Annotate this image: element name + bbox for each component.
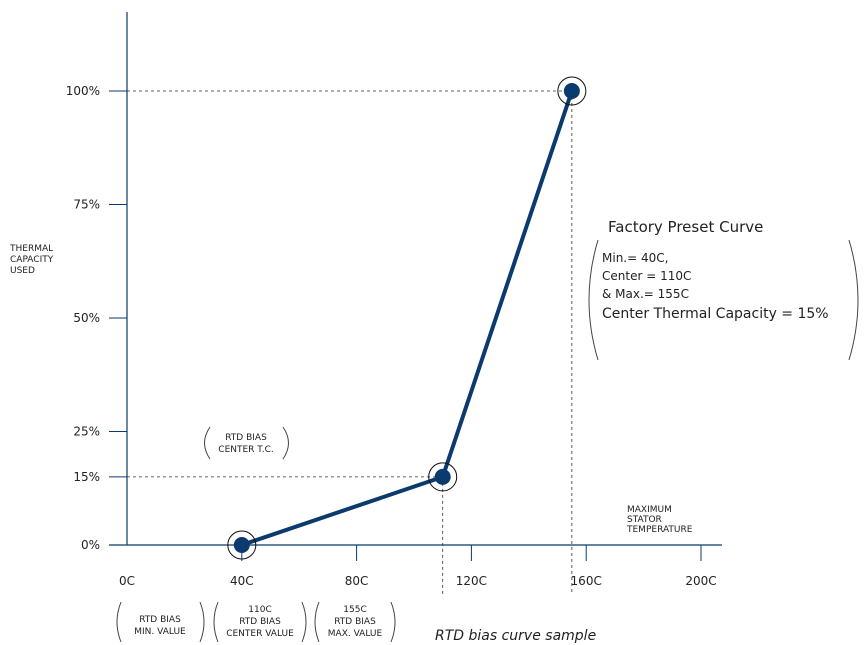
- bias-label-min-left-paren: [116, 601, 122, 643]
- guide-lines: [127, 90, 573, 595]
- x-axis-label-line-1: MAXIMUM: [627, 505, 672, 515]
- bias-label-max-right-paren: [390, 601, 396, 643]
- y-axis-label-line-1: THERMAL: [9, 244, 53, 254]
- x-tick-label: 160C: [571, 574, 602, 588]
- center-tc-left-paren: [204, 426, 211, 460]
- bias-label-center-line-1: 110C: [248, 605, 271, 615]
- preset-note-line-4: Center Thermal Capacity = 15%: [602, 306, 829, 322]
- preset-note-right-paren: [848, 239, 859, 361]
- axes: 0% 15% 25% 50% 75% 100% 0C 40C 80C 120C 160C 200C: [66, 12, 722, 588]
- x-tick-label: 200C: [685, 574, 716, 588]
- bias-label-min-right-paren: [199, 601, 205, 643]
- y-axis-label-line-2: CAPACITY: [10, 255, 54, 265]
- y-tick-label: 0%: [81, 538, 100, 552]
- preset-note-line-1: Min.= 40C,: [602, 251, 668, 265]
- bias-label-max: 155C RTD BIAS MAX. VALUE: [314, 601, 396, 643]
- curve-layer: [227, 76, 587, 560]
- data-point: [563, 83, 580, 99]
- x-axis-label-line-3: TEMPERATURE: [626, 525, 693, 535]
- point-marker-ring: [428, 462, 458, 492]
- x-axis-label-line-2: STATOR: [627, 515, 662, 525]
- center-tc-label-line-2: CENTER T.C.: [218, 445, 273, 455]
- preset-note-line-3: & Max.= 155C: [602, 287, 689, 301]
- bias-label-max-line-3: MAX. VALUE: [328, 629, 383, 639]
- y-tick-label: 50%: [73, 311, 100, 325]
- bias-label-max-line-2: RTD BIAS: [334, 617, 376, 627]
- preset-note-line-2: Center = 110C: [602, 269, 691, 283]
- bias-label-max-left-paren: [314, 601, 320, 643]
- center-tc-annotation: RTD BIAS CENTER T.C.: [204, 426, 289, 460]
- y-tick-label: 100%: [66, 84, 100, 98]
- x-tick-label: 0C: [119, 574, 135, 588]
- bias-label-min: RTD BIAS MIN. VALUE: [116, 601, 205, 643]
- data-point: [434, 468, 451, 485]
- y-tick-label: 25%: [73, 425, 100, 439]
- x-tick-label: 120C: [456, 574, 487, 588]
- bias-label-center-left-paren: [213, 601, 219, 643]
- center-tc-right-paren: [282, 426, 289, 460]
- bias-label-center-right-paren: [301, 601, 307, 643]
- data-point: [233, 537, 250, 553]
- point-marker-ring: [227, 530, 257, 560]
- bias-label-min-line-2: MIN. VALUE: [134, 627, 186, 637]
- preset-note-title: Factory Preset Curve: [608, 218, 763, 236]
- bias-label-center-line-3: CENTER VALUE: [226, 629, 294, 639]
- bias-label-center: 110C RTD BIAS CENTER VALUE: [213, 601, 307, 643]
- x-tick-label: 80C: [345, 574, 369, 588]
- bias-label-min-line-1: RTD BIAS: [139, 615, 181, 625]
- center-tc-label-line-1: RTD BIAS: [225, 433, 267, 443]
- y-tick-label: 15%: [73, 470, 100, 484]
- chart-caption: RTD bias curve sample: [435, 628, 596, 644]
- bias-label-center-line-2: RTD BIAS: [239, 617, 281, 627]
- preset-note-left-paren: [588, 239, 599, 361]
- preset-note: Factory Preset Curve Min.= 40C, Center =…: [588, 218, 859, 361]
- y-axis-label-line-3: USED: [10, 266, 35, 276]
- bias-label-max-line-1: 155C: [343, 605, 366, 615]
- y-tick-label: 75%: [73, 198, 100, 212]
- point-marker-ring: [557, 76, 587, 106]
- x-tick-label: 40C: [230, 574, 254, 588]
